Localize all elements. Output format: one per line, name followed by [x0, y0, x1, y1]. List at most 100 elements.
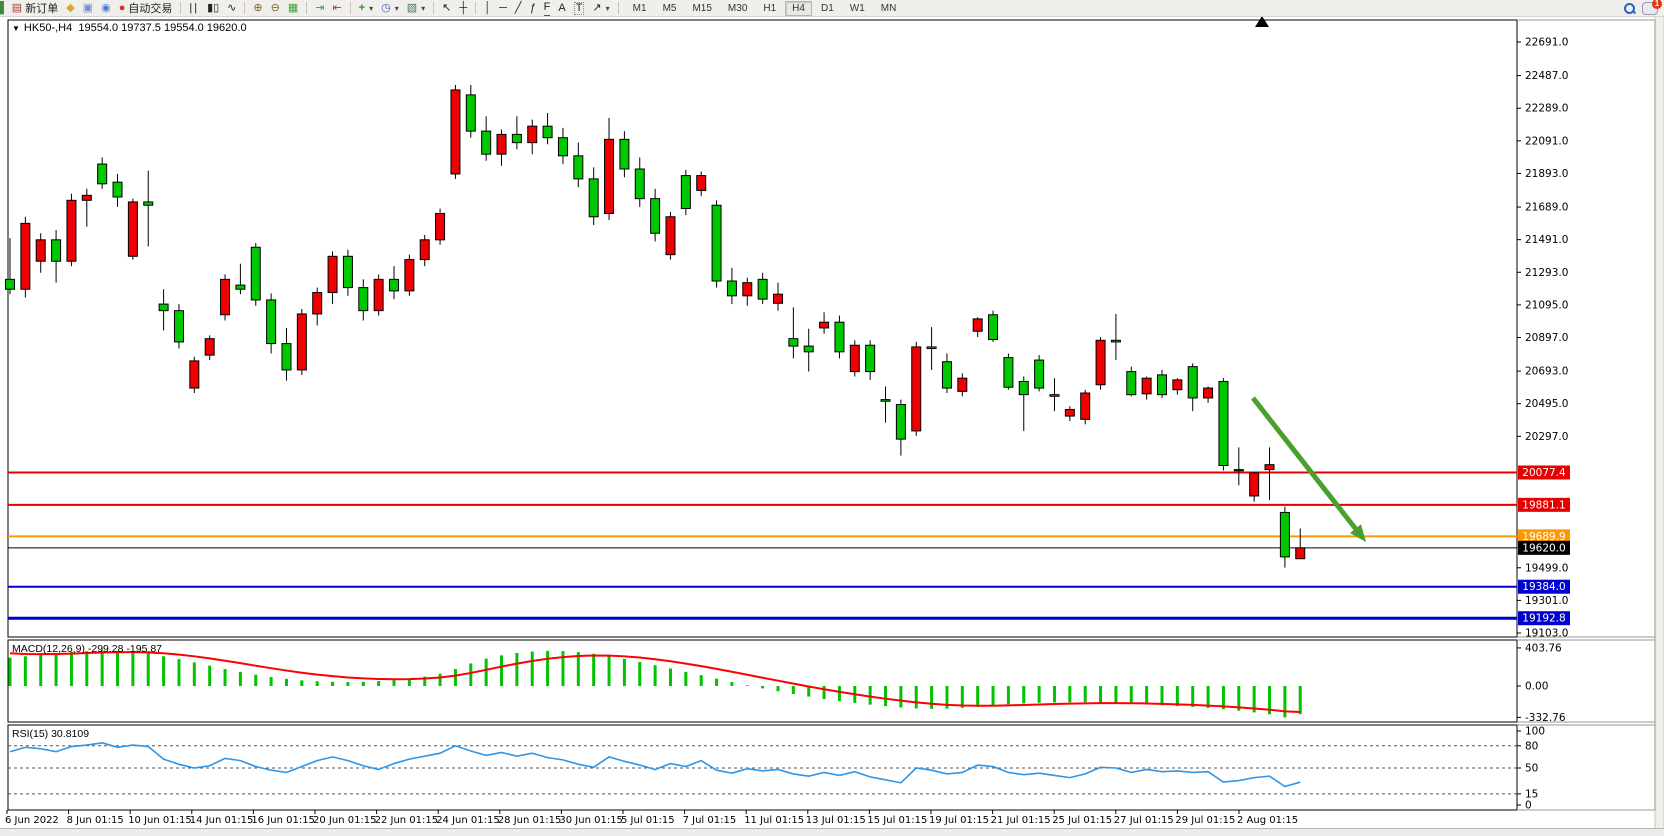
svg-text:21095.0: 21095.0 — [1525, 299, 1568, 311]
svg-text:5 Jul 01:15: 5 Jul 01:15 — [621, 815, 675, 826]
auto-trading-button[interactable]: ● 自动交易 — [115, 1, 177, 16]
market-profile-button[interactable]: ▣ — [79, 1, 97, 16]
svg-text:19301.0: 19301.0 — [1525, 595, 1568, 607]
timeframe-button-h1[interactable]: H1 — [763, 2, 777, 14]
vertical-line-button[interactable]: │ — [480, 1, 495, 16]
svg-text:19881.1: 19881.1 — [1522, 499, 1565, 511]
dropdown-icon: ▾ — [369, 3, 374, 13]
indicators-button[interactable]: + ▾ — [355, 1, 377, 16]
ohlc-readout: 19554.0 19737.5 19554.0 19620.0 — [78, 22, 247, 34]
toolbar-separator — [306, 2, 308, 14]
svg-text:6 Jun 2022: 6 Jun 2022 — [5, 815, 59, 826]
svg-text:20297.0: 20297.0 — [1525, 431, 1568, 443]
dropdown-icon: ▾ — [421, 3, 426, 13]
timeframe-toolbar: M1 M5 M15 M30 H1 H4 D1 W1 MN — [625, 0, 905, 16]
text-button[interactable]: A — [554, 1, 569, 16]
svg-text:2 Aug 01:15: 2 Aug 01:15 — [1237, 815, 1298, 826]
new-order-button[interactable]: ▤ 新订单 — [8, 1, 62, 16]
signals-button[interactable]: ◉ — [97, 1, 115, 16]
svg-text:28 Jun 01:15: 28 Jun 01:15 — [498, 815, 562, 826]
svg-text:27 Jul 01:15: 27 Jul 01:15 — [1114, 815, 1174, 826]
window-icon: ▌ — [0, 1, 8, 14]
svg-text:24 Jun 01:15: 24 Jun 01:15 — [436, 815, 500, 826]
templates-button[interactable]: ▧ ▾ — [403, 1, 429, 16]
timeframe-button-m5[interactable]: M5 — [662, 2, 677, 14]
cursor-button[interactable]: ↖ — [438, 1, 455, 16]
market-profile-icon: ▣ — [82, 1, 94, 14]
history-center-button[interactable]: ◆ — [62, 1, 78, 16]
svg-text:20 Jun 01:15: 20 Jun 01:15 — [313, 815, 377, 826]
toolbar-separator — [349, 2, 351, 14]
toolbar-separator — [244, 2, 246, 14]
svg-text:22 Jun 01:15: 22 Jun 01:15 — [375, 815, 439, 826]
auto-trading-icon: ● — [118, 1, 126, 14]
svg-text:20495.0: 20495.0 — [1525, 398, 1568, 410]
vertical-line-icon: │ — [484, 1, 492, 14]
templates-icon: ▧ — [406, 1, 418, 14]
svg-text:21491.0: 21491.0 — [1525, 234, 1568, 246]
svg-text:19499.0: 19499.0 — [1525, 562, 1568, 574]
svg-text:21689.0: 21689.0 — [1525, 202, 1568, 214]
svg-text:50: 50 — [1525, 763, 1538, 775]
svg-text:19192.8: 19192.8 — [1522, 613, 1565, 625]
timeframe-button-w1[interactable]: W1 — [849, 2, 865, 14]
line-chart-icon: ∿ — [227, 1, 237, 14]
timeframe-button-m15[interactable]: M15 — [692, 2, 712, 14]
trendline-icon: ╱ — [514, 1, 522, 14]
messages-icon[interactable]: 1 — [1642, 0, 1662, 15]
auto-scroll-button[interactable]: ⇥ — [311, 1, 328, 16]
text-icon: A — [558, 1, 566, 14]
bar-chart-button[interactable]: || — [185, 1, 203, 16]
svg-text:20693.0: 20693.0 — [1525, 366, 1568, 378]
fibonacci-button[interactable]: ƒ — [525, 1, 539, 16]
svg-text:20897.0: 20897.0 — [1525, 332, 1568, 344]
timeframe-button-h4[interactable]: H4 — [785, 0, 812, 16]
svg-text:80: 80 — [1525, 740, 1538, 752]
candle-chart-button[interactable]: ▮▯ — [203, 1, 223, 16]
text-label-button[interactable]: T — [570, 1, 589, 16]
timeframe-button-d1[interactable]: D1 — [820, 2, 834, 14]
zoom-in-button[interactable]: ⊕ — [249, 1, 266, 16]
horizontal-line-icon: ─ — [499, 1, 507, 14]
timeframe-button-m1[interactable]: M1 — [632, 2, 647, 14]
symbol-period-label: HK50-,H4 — [23, 22, 73, 34]
svg-text:25 Jul 01:15: 25 Jul 01:15 — [1052, 815, 1112, 826]
tile-windows-icon: ▦ — [287, 1, 299, 14]
svg-text:15 Jul 01:15: 15 Jul 01:15 — [867, 815, 927, 826]
zoom-out-button[interactable]: ⊖ — [267, 1, 284, 16]
fibo-channel-button[interactable]: F — [540, 1, 555, 16]
svg-text:14 Jun 01:15: 14 Jun 01:15 — [190, 815, 254, 826]
svg-text:21293.0: 21293.0 — [1525, 267, 1568, 279]
text-label-icon: T — [573, 1, 585, 15]
svg-text:7 Jul 01:15: 7 Jul 01:15 — [683, 815, 737, 826]
crosshair-button[interactable]: ┼ — [455, 1, 471, 16]
svg-text:19384.0: 19384.0 — [1522, 581, 1565, 593]
svg-text:22487.0: 22487.0 — [1525, 70, 1568, 82]
arrows-button[interactable]: ↗ ▾ — [588, 1, 613, 16]
toolbar-separator — [180, 2, 182, 14]
new-order-icon: ▤ — [11, 1, 23, 14]
line-chart-button[interactable]: ∿ — [223, 1, 240, 16]
svg-text:10 Jun 01:15: 10 Jun 01:15 — [128, 815, 192, 826]
svg-text:0.00: 0.00 — [1525, 681, 1548, 693]
chart-shift-icon: ⇤ — [332, 1, 342, 14]
chart-shift-button[interactable]: ⇤ — [328, 1, 345, 16]
toolbar-separator — [617, 2, 619, 14]
trendline-button[interactable]: ╱ — [511, 1, 526, 16]
periods-button[interactable]: ◷ ▾ — [377, 1, 403, 16]
add-indicator-icon: + — [358, 1, 366, 14]
horizontal-line-button[interactable]: ─ — [495, 1, 511, 16]
signals-icon: ◉ — [101, 1, 111, 14]
crosshair-icon: ┼ — [459, 1, 468, 14]
toolbar-separator — [433, 2, 435, 14]
tile-windows-button[interactable]: ▦ — [284, 1, 302, 16]
dropdown-icon: ▾ — [605, 3, 610, 13]
fibo-channel-icon: F — [543, 0, 551, 16]
search-icon[interactable] — [1624, 3, 1637, 15]
timeframe-button-m30[interactable]: M30 — [727, 2, 748, 14]
collapse-triangle-icon[interactable]: ▼ — [12, 24, 20, 33]
svg-text:29 Jul 01:15: 29 Jul 01:15 — [1175, 815, 1235, 826]
timeframe-button-mn[interactable]: MN — [880, 2, 897, 14]
history-center-icon: ◆ — [66, 1, 75, 14]
